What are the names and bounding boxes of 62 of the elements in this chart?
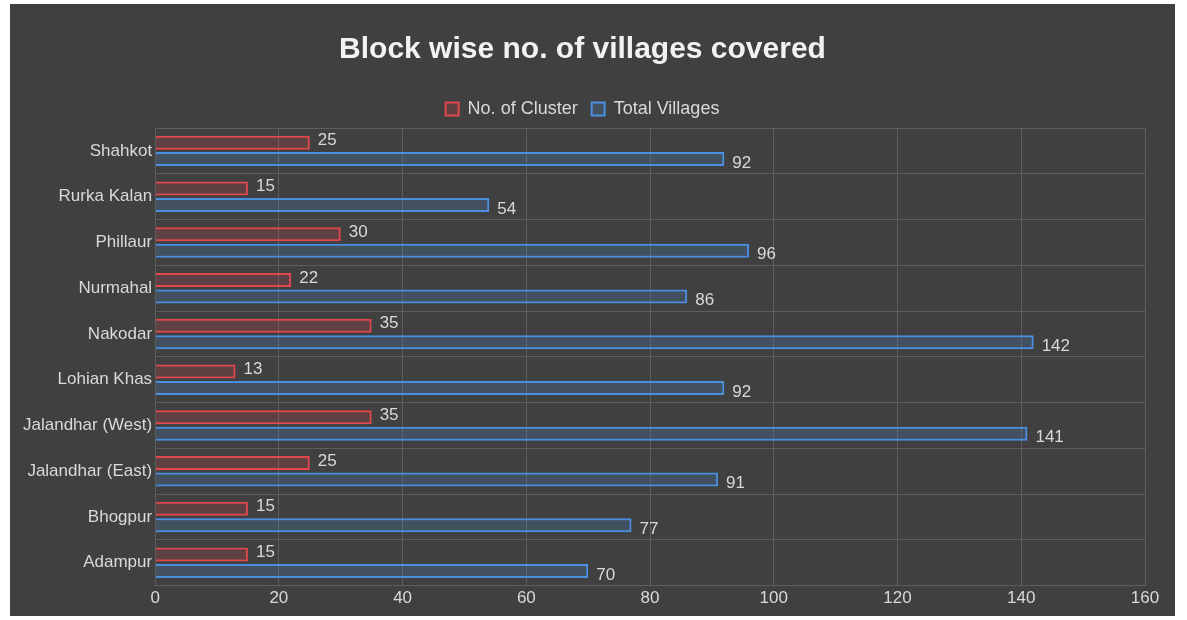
bar <box>155 152 725 167</box>
data-label: 91 <box>726 473 746 493</box>
data-label: 13 <box>243 359 263 379</box>
x-tick-label: 100 <box>759 588 788 608</box>
bar <box>155 426 1028 441</box>
bar <box>155 318 372 333</box>
data-label: 86 <box>695 290 715 310</box>
data-label: 25 <box>317 450 337 470</box>
data-label: 15 <box>255 176 275 196</box>
bar <box>155 518 632 533</box>
bar <box>155 227 341 242</box>
data-label: 15 <box>255 496 275 516</box>
y-tick-label: Nurmahal <box>78 277 153 297</box>
legend-label: Total Villages <box>613 97 720 118</box>
bar <box>155 197 490 212</box>
y-tick-label: Adampur <box>83 552 153 572</box>
bar <box>155 335 1034 350</box>
y-tick-label: Bhogpur <box>87 506 153 526</box>
y-tick-label: Phillaur <box>95 232 153 252</box>
data-label: 77 <box>639 518 659 538</box>
data-label: 25 <box>317 130 337 150</box>
y-tick-label: Jalandhar (East) <box>27 460 153 480</box>
bar <box>155 410 372 425</box>
x-tick-label: 140 <box>1007 588 1036 608</box>
data-label: 70 <box>596 564 616 584</box>
bar <box>155 547 248 562</box>
bar <box>155 135 310 150</box>
bar <box>155 364 236 379</box>
x-tick-label: 40 <box>393 588 413 608</box>
bar <box>155 380 725 395</box>
x-tick-label: 60 <box>516 588 536 608</box>
data-label: 96 <box>757 244 776 264</box>
data-label: 35 <box>379 404 399 424</box>
bar <box>155 243 750 258</box>
data-label: 142 <box>1041 335 1071 355</box>
legend-label: No. of Cluster <box>467 97 578 118</box>
data-label: 141 <box>1035 427 1064 447</box>
data-label: 35 <box>379 313 399 333</box>
data-label: 30 <box>348 221 368 241</box>
x-tick-label: 80 <box>640 588 660 608</box>
x-tick-label: 20 <box>269 588 289 608</box>
bar <box>155 289 688 304</box>
data-label: 54 <box>497 198 517 218</box>
data-label: 15 <box>255 542 275 562</box>
data-label: 92 <box>732 152 752 172</box>
y-tick-label: Shahkot <box>89 140 153 160</box>
y-tick-label: Jalandhar (West) <box>22 415 153 435</box>
data-label: 92 <box>732 381 752 401</box>
y-tick-label: Nakodar <box>87 323 153 343</box>
bar <box>155 181 248 196</box>
data-label: 22 <box>299 267 319 287</box>
x-tick-label: 0 <box>150 588 160 608</box>
bar <box>155 563 589 578</box>
x-tick-label: 160 <box>1130 588 1160 608</box>
bar <box>155 455 310 470</box>
x-tick-label: 120 <box>883 588 912 608</box>
bar <box>155 472 719 487</box>
bar <box>155 272 292 287</box>
y-tick-label: Lohian Khas <box>57 369 153 389</box>
y-tick-label: Rurka Kalan <box>58 186 153 206</box>
chart-title: Block wise no. of villages covered <box>339 31 826 65</box>
bar <box>155 501 248 516</box>
